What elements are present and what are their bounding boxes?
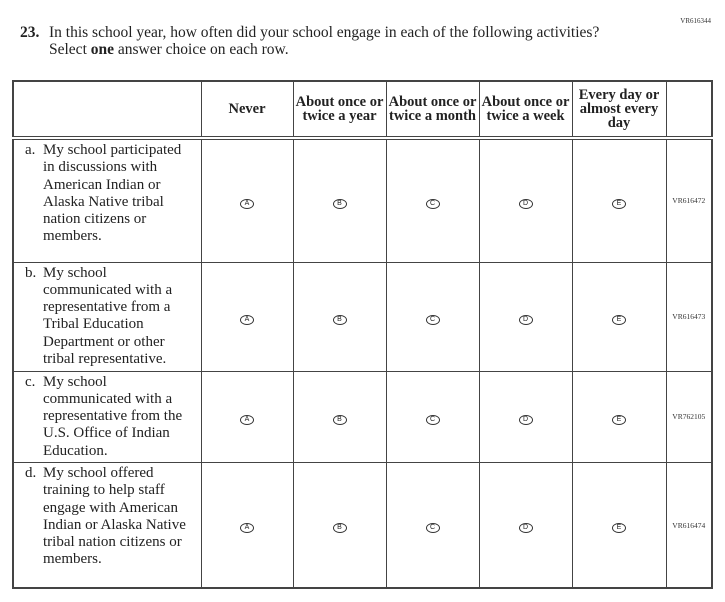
option-cell: C <box>385 137 480 263</box>
option-cell: D <box>478 137 573 263</box>
row-label: a. My school participated in discussions … <box>12 137 202 263</box>
table-row: d. My school offered training to help sta… <box>12 461 713 589</box>
header-blank <box>12 80 202 140</box>
option-cell: E <box>571 137 667 263</box>
table-row: c. My school communicated with a represen… <box>12 370 713 463</box>
row-text: My school communicated with a representa… <box>43 373 183 459</box>
question-id: VR616344 <box>680 17 711 25</box>
row-id: VR616472 <box>665 137 713 263</box>
option-cell: B <box>292 261 387 372</box>
column-header: Never <box>200 80 294 140</box>
option-cell: A <box>200 461 294 589</box>
option-cell: D <box>478 370 573 463</box>
answer-bubble-b[interactable]: B <box>332 523 347 534</box>
column-header: About once or twice a week <box>478 80 573 140</box>
option-cell: C <box>385 461 480 589</box>
option-cell: E <box>571 461 667 589</box>
answer-bubble-e[interactable]: E <box>612 198 626 209</box>
column-header: Every day or almost every day <box>571 80 667 140</box>
option-cell: E <box>571 370 667 463</box>
row-text: My school offered training to help staff… <box>43 464 186 568</box>
row-label: c. My school communicated with a represen… <box>12 370 202 463</box>
option-cell: B <box>292 461 387 589</box>
row-letter: d. <box>25 464 37 481</box>
answer-bubble-e[interactable]: E <box>612 523 626 534</box>
answer-bubble-c[interactable]: C <box>425 314 440 325</box>
row-letter: c. <box>25 373 36 390</box>
answer-bubble-d[interactable]: D <box>518 198 533 209</box>
answer-bubble-a[interactable]: A <box>240 414 254 425</box>
option-cell: A <box>200 370 294 463</box>
answer-bubble-e[interactable]: E <box>612 314 626 325</box>
option-cell: C <box>385 261 480 372</box>
answer-bubble-d[interactable]: D <box>518 414 533 425</box>
row-label: b. My school communicated with a represen… <box>12 261 202 372</box>
answer-bubble-c[interactable]: C <box>425 198 440 209</box>
table-row: a. My school participated in discussions … <box>12 137 713 263</box>
row-label: d. My school offered training to help sta… <box>12 461 202 589</box>
option-cell: B <box>292 137 387 263</box>
answer-bubble-d[interactable]: D <box>518 314 533 325</box>
option-cell: D <box>478 461 573 589</box>
header-id-blank <box>665 80 713 140</box>
answer-bubble-b[interactable]: B <box>332 414 347 425</box>
row-id: VR616474 <box>665 461 713 589</box>
prompt-text-end: answer choice on each row. <box>114 41 289 58</box>
question-number: 23. <box>20 24 40 41</box>
row-letter: a. <box>25 142 36 158</box>
answer-bubble-e[interactable]: E <box>612 414 626 425</box>
answer-bubble-b[interactable]: B <box>332 314 347 325</box>
row-text: My school participated in discussions wi… <box>43 142 182 245</box>
question-prompt: 23. In this school year, how often did y… <box>20 24 620 58</box>
answer-bubble-b[interactable]: B <box>332 198 347 209</box>
answer-bubble-d[interactable]: D <box>518 523 533 534</box>
table-row: b. My school communicated with a represen… <box>12 261 713 372</box>
column-header: About once or twice a year <box>292 80 387 140</box>
option-cell: C <box>385 370 480 463</box>
answer-bubble-a[interactable]: A <box>240 314 254 325</box>
answer-bubble-a[interactable]: A <box>240 198 254 209</box>
row-id: VR616473 <box>665 261 713 372</box>
option-cell: A <box>200 261 294 372</box>
column-header: About once or twice a month <box>385 80 480 140</box>
answer-bubble-c[interactable]: C <box>425 523 440 534</box>
option-cell: B <box>292 370 387 463</box>
answer-bubble-c[interactable]: C <box>425 414 440 425</box>
row-letter: b. <box>25 264 37 281</box>
prompt-text: In this school year, how often did your … <box>49 24 600 58</box>
row-id: VR762105 <box>665 370 713 463</box>
option-cell: D <box>478 261 573 372</box>
option-cell: A <box>200 137 294 263</box>
answer-bubble-a[interactable]: A <box>240 523 254 534</box>
row-text: My school communicated with a representa… <box>43 264 173 367</box>
prompt-bold: one <box>90 41 114 58</box>
option-cell: E <box>571 261 667 372</box>
response-grid: Never About once or twice a year About onc… <box>12 80 713 590</box>
